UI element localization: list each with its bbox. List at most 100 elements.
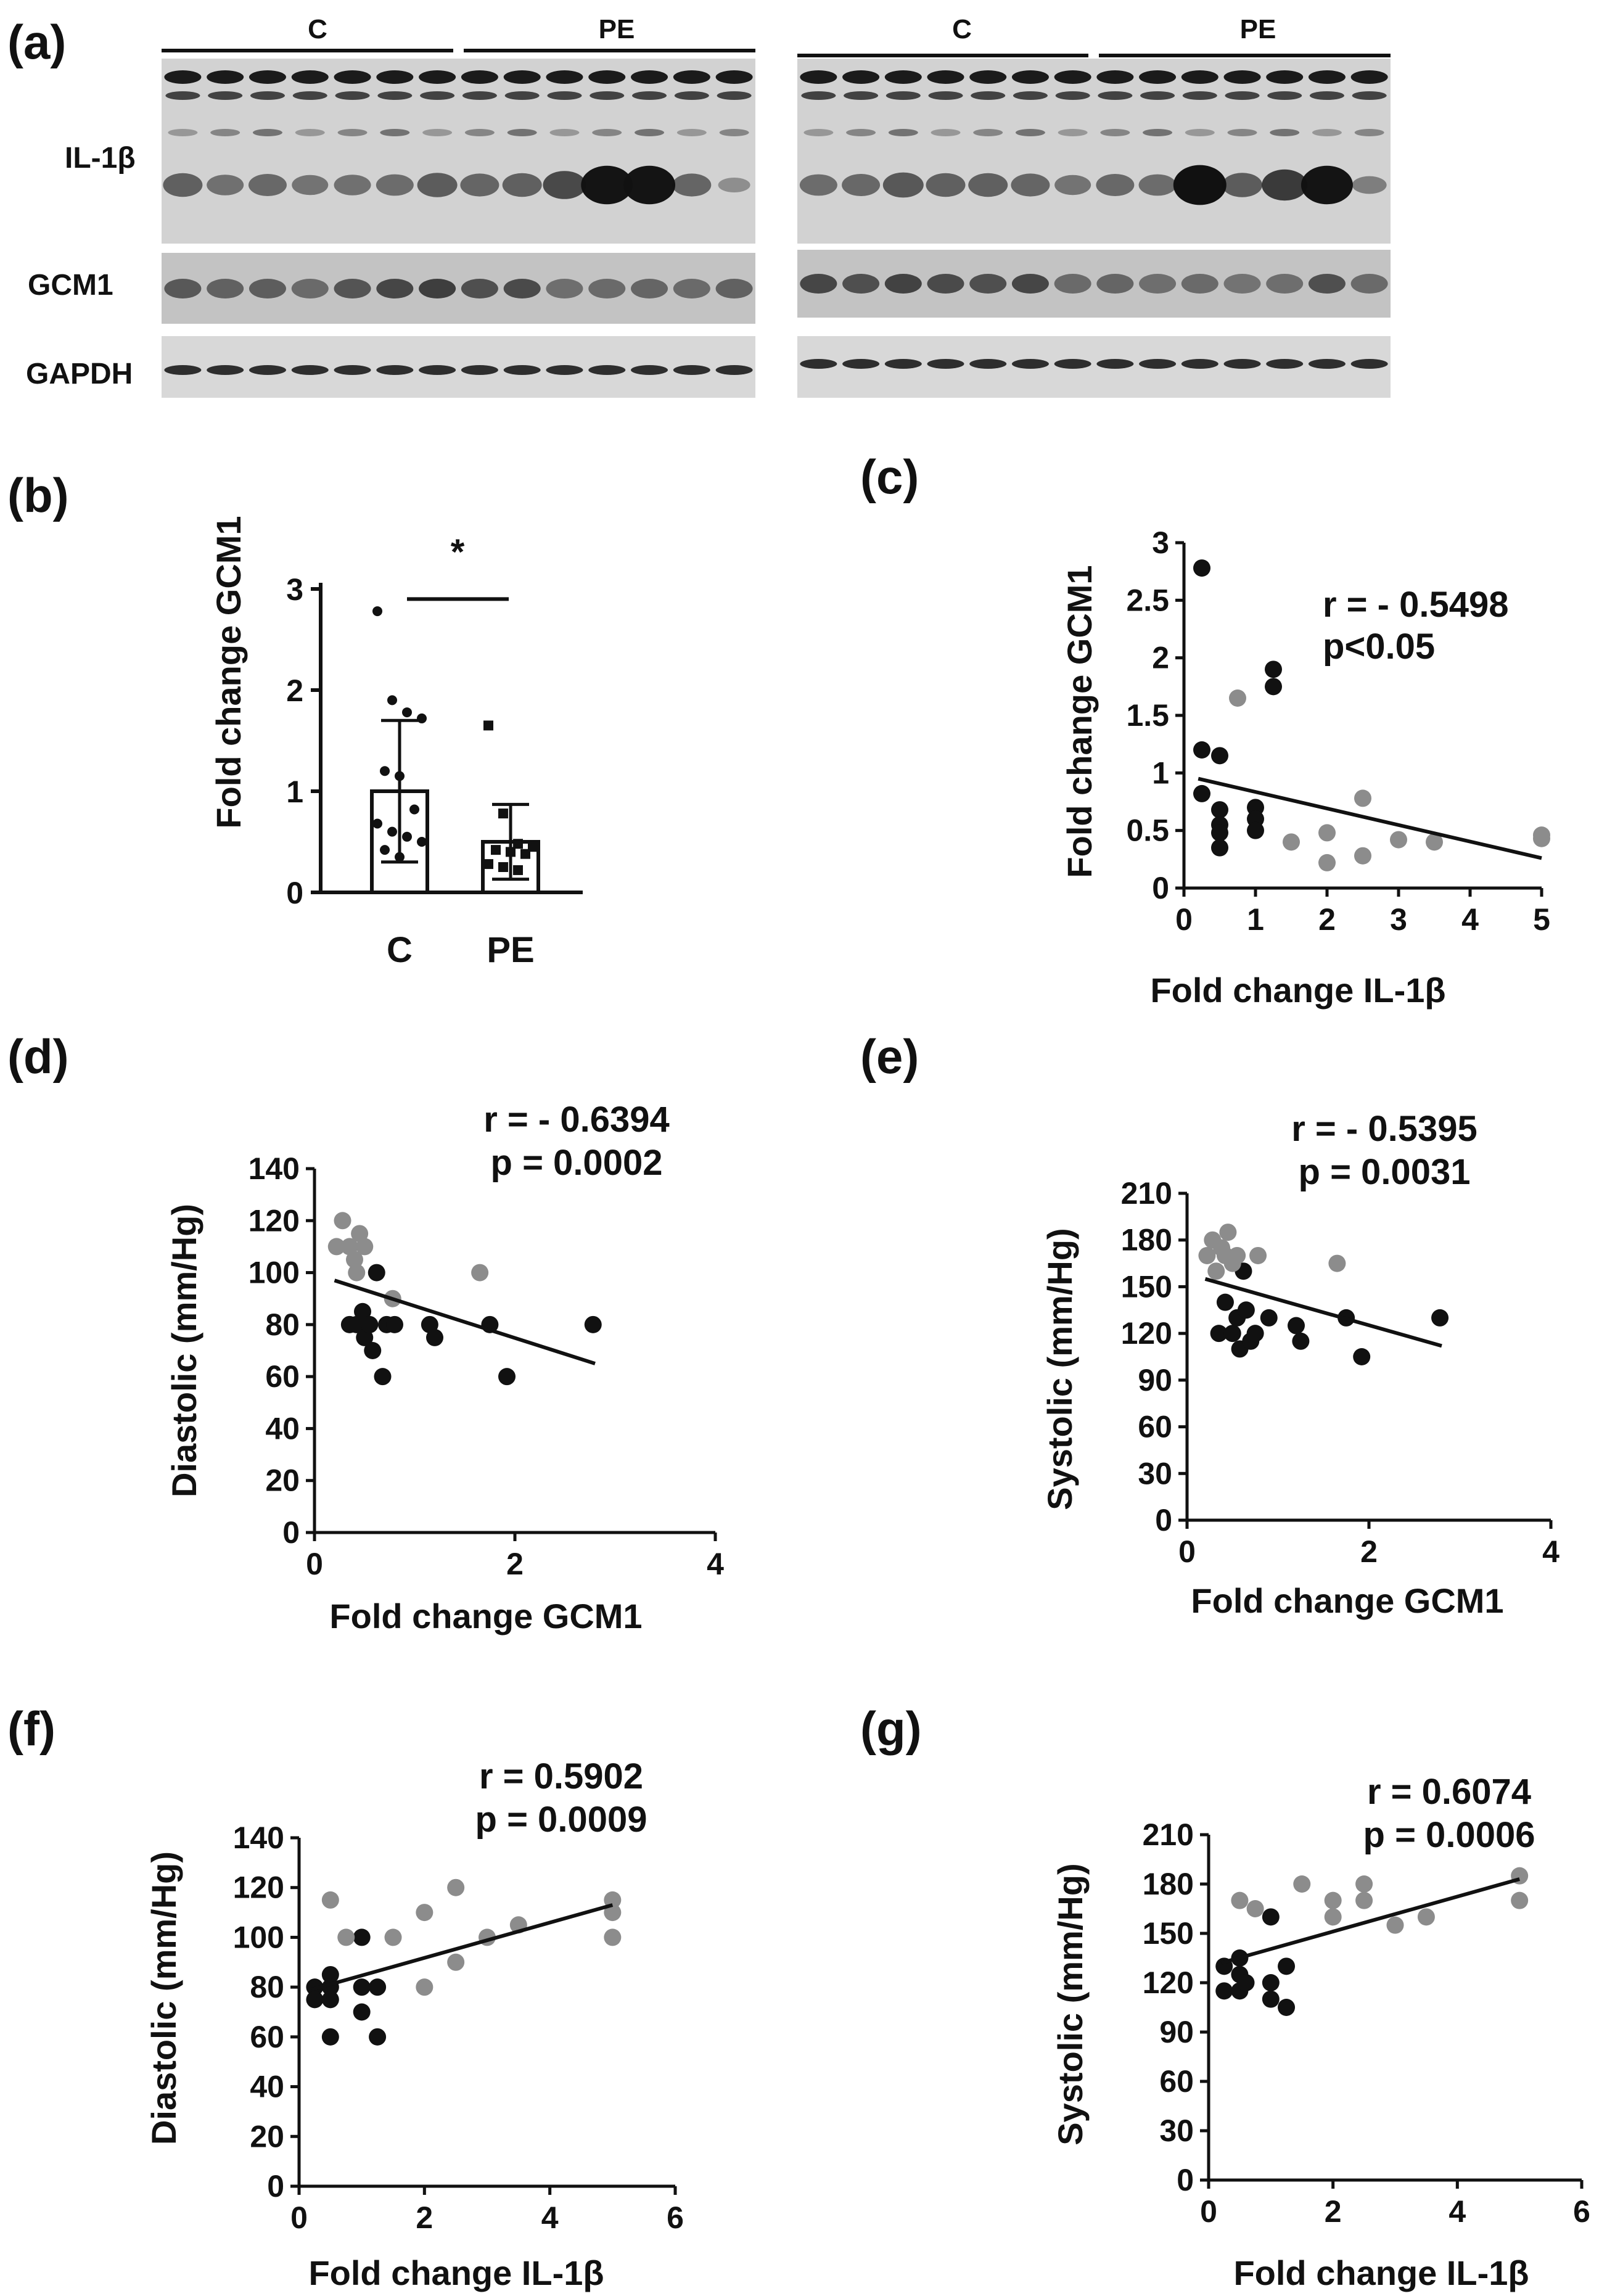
blot-top-band — [971, 91, 1006, 100]
data-point-c — [395, 771, 405, 781]
data-point-pe — [334, 1212, 351, 1230]
il1b-minor-band — [1185, 129, 1215, 136]
gcm1-band — [164, 279, 202, 298]
blot-top-band — [1055, 91, 1090, 100]
il1b-minor-band — [846, 129, 876, 136]
data-point-c — [353, 1928, 371, 1946]
blot-label-gapdh: GAPDH — [26, 358, 133, 390]
x-tick-label: 3 — [1390, 902, 1407, 937]
blot-label-gcm1: GCM1 — [28, 269, 113, 302]
data-point-c — [1223, 1325, 1241, 1343]
blot-top-band — [1352, 91, 1387, 100]
blot-top-band — [1139, 70, 1177, 84]
y-tick-label: 120 — [1121, 1316, 1172, 1351]
data-point-pe — [1246, 1900, 1264, 1917]
blot-top-band — [928, 91, 963, 100]
blot-top-band — [547, 91, 582, 100]
data-point-pe — [1207, 1262, 1225, 1280]
il1b-band — [248, 174, 287, 196]
x-tick-label: 4 — [1461, 902, 1479, 937]
y-tick-label: 140 — [233, 1821, 284, 1855]
y-axis-title-c: Fold change GCM1 — [1060, 565, 1099, 878]
x-tick-label: 6 — [667, 2200, 684, 2235]
data-point-c — [356, 1328, 374, 1346]
gcm1-band — [249, 279, 286, 298]
data-point-c — [417, 713, 427, 723]
gapdh-band — [1350, 359, 1388, 369]
blot-top-band — [1054, 70, 1091, 84]
il1b-band — [672, 173, 712, 197]
data-point-c — [1211, 801, 1228, 819]
il1b-band — [1222, 173, 1262, 197]
blot-label-il1b: IL-1β — [65, 142, 136, 175]
il1b-minor-band — [210, 129, 240, 136]
data-point-c — [368, 1264, 385, 1282]
gcm1-band — [291, 279, 329, 298]
blot-right-group-pe: PE — [1240, 14, 1276, 44]
gcm1-band — [1011, 274, 1049, 294]
blot-top-band — [844, 91, 879, 100]
x-tick-label: 4 — [1542, 1534, 1560, 1569]
blot-top-band — [1350, 70, 1388, 84]
blot-top-band — [588, 70, 626, 84]
blot-top-band — [503, 70, 541, 84]
x-tick-label: 2 — [1318, 902, 1336, 937]
y-tick-label: 180 — [1121, 1223, 1172, 1257]
data-point-c — [1193, 741, 1210, 759]
correlation-r-g: r = 0.6074 — [1367, 1772, 1531, 1812]
data-point-pe — [384, 1928, 402, 1946]
il1b-minor-band — [168, 129, 198, 136]
blot-top-band — [291, 70, 329, 84]
data-point-pe — [1324, 1891, 1342, 1909]
data-point-pe — [1390, 831, 1407, 849]
scatter-chart-c: (c) Fold change GCM1 Fold change IL-1β r… — [860, 450, 1550, 1010]
data-point-c — [321, 1991, 339, 2009]
data-point-c — [361, 1315, 379, 1333]
p-value-e: p = 0.0031 — [1299, 1152, 1471, 1192]
panel-label-g: (g) — [860, 1701, 922, 1756]
data-point-pe — [447, 1878, 465, 1896]
y-tick-label: 2.5 — [1126, 583, 1169, 617]
gapdh-band — [334, 365, 371, 375]
x-tick-label: 2 — [506, 1547, 524, 1581]
data-point-pe — [447, 1953, 465, 1971]
y-tick-label: 1 — [286, 775, 303, 809]
blot-top-band — [1266, 70, 1304, 84]
il1b-band — [799, 174, 837, 196]
y-tick-label: 120 — [1143, 1965, 1194, 2000]
blot-top-band — [335, 91, 370, 100]
il1b-minor-band — [931, 129, 961, 136]
x-axis-title-g: Fold change IL-1β — [1233, 2253, 1529, 2292]
il1b-minor-band — [973, 129, 1003, 136]
gapdh-band — [1054, 359, 1091, 369]
data-point-pe — [1293, 1875, 1311, 1893]
data-point-pe — [1355, 1891, 1373, 1909]
gapdh-band — [631, 365, 668, 375]
il1b-band — [968, 173, 1008, 197]
data-point-pe — [1354, 847, 1371, 865]
il1b-minor-band — [1354, 129, 1384, 136]
plot-area-g: 0 30 60 90 120 150 180 210 0 2 4 6 — [1143, 1817, 1590, 2229]
gcm1-band — [546, 279, 583, 298]
il1b-minor-band — [1100, 129, 1130, 136]
il1b-band — [1301, 165, 1353, 205]
y-axis-title-d: Diastolic (mm/Hg) — [165, 1204, 203, 1497]
gcm1-band — [927, 274, 964, 294]
gapdh-band — [1308, 359, 1346, 369]
data-point-pe — [416, 1978, 434, 1996]
bar-plot-area-b: 0 1 2 3 — [286, 572, 583, 910]
correlation-r-c: r = - 0.5498 — [1323, 585, 1509, 625]
il1b-minor-band — [676, 129, 707, 136]
gcm1-band — [631, 279, 668, 298]
il1b-band — [163, 173, 203, 197]
gcm1-band — [715, 279, 753, 298]
blot-top-band — [1309, 91, 1344, 100]
data-point-pe — [348, 1264, 366, 1282]
y-tick-label: 0 — [286, 876, 303, 910]
blot-left-group-pe: PE — [599, 14, 635, 44]
data-point-c — [1265, 678, 1282, 696]
correlation-r-e: r = - 0.5395 — [1291, 1109, 1477, 1149]
x-tick-label: 2 — [1360, 1534, 1378, 1569]
data-point-pe — [1328, 1254, 1346, 1272]
data-point-pe — [513, 865, 523, 875]
